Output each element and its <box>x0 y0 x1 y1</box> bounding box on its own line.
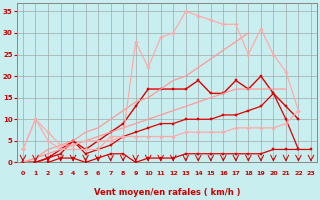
X-axis label: Vent moyen/en rafales ( km/h ): Vent moyen/en rafales ( km/h ) <box>94 188 240 197</box>
